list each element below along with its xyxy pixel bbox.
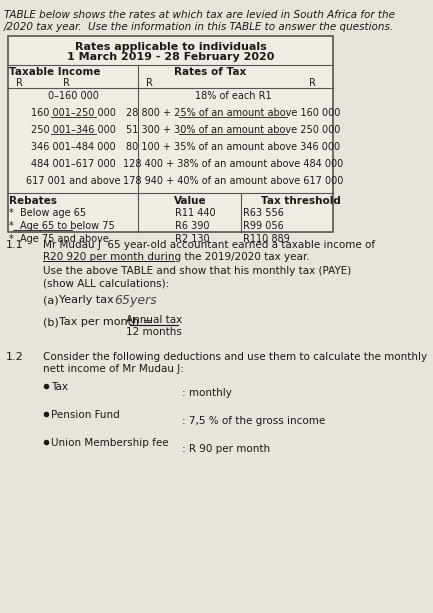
- Text: Rebates: Rebates: [10, 196, 58, 206]
- Text: Taxable Income: Taxable Income: [10, 67, 101, 77]
- Text: R11 440: R11 440: [175, 208, 216, 218]
- Text: 1 March 2019 - 28 February 2020: 1 March 2019 - 28 February 2020: [67, 52, 274, 62]
- Text: (b): (b): [43, 317, 59, 327]
- Text: *  Below age 65: * Below age 65: [10, 208, 87, 218]
- Text: R99 056: R99 056: [243, 221, 284, 231]
- Text: Mr Mudau J  65 year-old accountant earned a taxable income of: Mr Mudau J 65 year-old accountant earned…: [43, 240, 375, 250]
- Text: 178 940 + 40% of an amount above 617 000: 178 940 + 40% of an amount above 617 000: [123, 176, 343, 186]
- Text: : 7,5 % of the gross income: : 7,5 % of the gross income: [181, 416, 325, 426]
- Bar: [8, 36, 333, 232]
- Text: R2 130: R2 130: [175, 234, 210, 244]
- Text: TABLE below shows the rates at which tax are levied in South Africa for the: TABLE below shows the rates at which tax…: [4, 10, 395, 20]
- Text: 250 001–346 000: 250 001–346 000: [31, 125, 116, 135]
- Text: /2020 tax year.  Use the information in this TABLE to answer the questions.: /2020 tax year. Use the information in t…: [4, 22, 394, 32]
- Text: 1.2: 1.2: [6, 352, 23, 362]
- Text: R6 390: R6 390: [175, 221, 210, 231]
- Text: *  Age 65 to below 75: * Age 65 to below 75: [10, 221, 115, 231]
- Text: R: R: [16, 78, 23, 88]
- Text: *  Age 75 and above: * Age 75 and above: [10, 234, 110, 244]
- Text: : monthly: : monthly: [181, 388, 232, 398]
- Text: Pension Fund: Pension Fund: [52, 410, 120, 420]
- Text: (a): (a): [43, 295, 59, 305]
- Text: R: R: [146, 78, 153, 88]
- Text: 0–160 000: 0–160 000: [48, 91, 99, 101]
- Text: Tax per month =: Tax per month =: [59, 317, 152, 327]
- Text: Tax threshold: Tax threshold: [261, 196, 340, 206]
- Text: 160 001–250 000: 160 001–250 000: [31, 108, 116, 118]
- Text: : R 90 per month: : R 90 per month: [181, 444, 270, 454]
- Text: 128 400 + 38% of an amount above 484 000: 128 400 + 38% of an amount above 484 000: [123, 159, 343, 169]
- Text: 1.1: 1.1: [6, 240, 23, 250]
- Text: 484 001–617 000: 484 001–617 000: [31, 159, 116, 169]
- Text: Yearly tax: Yearly tax: [59, 295, 114, 305]
- Text: 12 months: 12 months: [126, 327, 182, 337]
- Text: 346 001–484 000: 346 001–484 000: [31, 142, 116, 152]
- Text: R20 920 per month during the 2019/2020 tax year.: R20 920 per month during the 2019/2020 t…: [43, 252, 310, 262]
- Text: R63 556: R63 556: [243, 208, 284, 218]
- Text: Tax: Tax: [52, 382, 68, 392]
- Text: R110 889: R110 889: [243, 234, 290, 244]
- Text: Consider the following deductions and use them to calculate the monthly: Consider the following deductions and us…: [43, 352, 427, 362]
- Text: 617 001 and above: 617 001 and above: [26, 176, 121, 186]
- Text: Rates applicable to individuals: Rates applicable to individuals: [74, 42, 266, 52]
- Text: Union Membership fee: Union Membership fee: [52, 438, 169, 448]
- Text: Value: Value: [174, 196, 206, 206]
- Text: 51 300 + 30% of an amount above 250 000: 51 300 + 30% of an amount above 250 000: [126, 125, 340, 135]
- Text: R: R: [63, 78, 70, 88]
- Text: Annual tax: Annual tax: [126, 315, 182, 325]
- Text: 65yers: 65yers: [114, 294, 157, 307]
- Text: R: R: [309, 78, 316, 88]
- Text: nett income of Mr Mudau J:: nett income of Mr Mudau J:: [43, 364, 184, 374]
- Text: 28 800 + 25% of an amount above 160 000: 28 800 + 25% of an amount above 160 000: [126, 108, 340, 118]
- Text: Use the above TABLE and show that his monthly tax (PAYE): Use the above TABLE and show that his mo…: [43, 266, 352, 276]
- Text: Rates of Tax: Rates of Tax: [174, 67, 246, 77]
- Text: 80 100 + 35% of an amount above 346 000: 80 100 + 35% of an amount above 346 000: [126, 142, 340, 152]
- Text: 18% of each R1: 18% of each R1: [194, 91, 271, 101]
- Text: (show ALL calculations):: (show ALL calculations):: [43, 278, 170, 288]
